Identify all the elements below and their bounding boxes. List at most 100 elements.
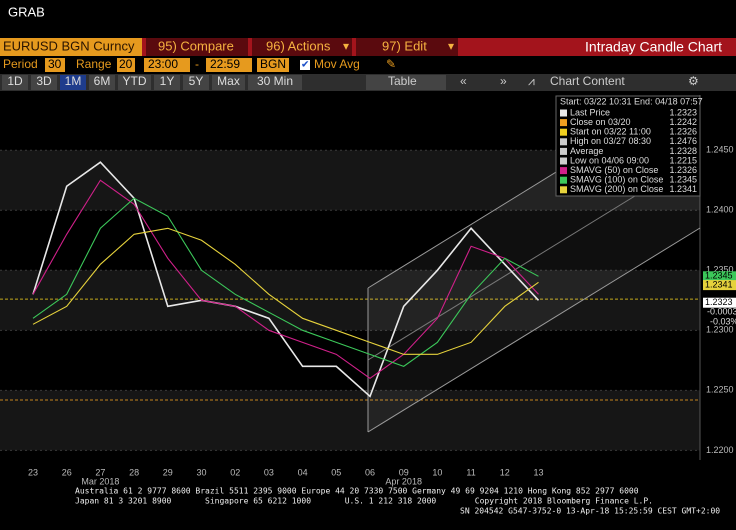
month-label: Mar 2018 [81,476,119,486]
tab[interactable]: 3D [36,74,52,88]
start-time-box[interactable] [144,58,190,72]
band [0,270,700,331]
range-label: Range [76,57,112,71]
edit-button[interactable] [356,38,458,56]
forward-arrows[interactable]: » [500,74,507,88]
range[interactable]: 20 [119,57,133,71]
edit[interactable]: 97) Edit [382,38,427,53]
y-tick-label: 1.2450 [706,145,734,155]
legend-label: SMAVG (100) on Close [570,175,663,185]
last-value-tag [703,280,736,291]
legend-label: Close on 03/20 [570,117,631,127]
legend-value: 1.2328 [669,146,697,156]
legend-label: Low on 04/06 09:00 [570,155,649,165]
tab-button[interactable] [212,75,245,90]
source-box[interactable] [257,58,289,72]
settings-icon[interactable]: ⚙ [688,74,699,88]
legend-value: 1.2476 [669,136,697,146]
range-box[interactable] [117,58,135,72]
last-value: 1.2341 [705,279,733,289]
tab-button[interactable] [154,75,180,90]
x-tick-label: 02 [230,467,240,477]
dash: - [195,57,199,71]
footer-line: Australia 61 2 9777 8600 Brazil 5511 239… [75,487,639,496]
tab-button[interactable] [118,75,151,90]
x-tick-label: 06 [365,467,375,477]
last-value-tag [703,271,736,282]
tab[interactable]: 6M [94,74,111,88]
check: ✔ [301,60,309,71]
footer-line: Japan 81 3 3201 8900 Singapore 65 6212 1… [75,497,653,506]
table[interactable]: Table [388,74,417,88]
tab[interactable]: 1M [65,74,82,88]
ticker[interactable]: EURUSD BGN Curncy [3,38,135,53]
series-line [32,161,540,398]
actions-button[interactable] [252,38,352,56]
dropdown-arrow: ▾ [343,39,349,53]
legend-swatch [560,176,567,184]
tab[interactable]: 1Y [160,74,175,88]
legend-box [555,95,701,197]
compare-button[interactable] [146,38,248,56]
x-tick-label: 11 [466,467,475,477]
axes: 1.2200 1.2250 1.2300 1.2350 1.2400 1.2450 23 26… [28,145,736,486]
chart-icon: ⩘ [528,74,535,88]
tab-button[interactable] [89,75,115,90]
series-line [32,227,539,355]
tab[interactable]: Max [217,74,240,88]
series-line [32,197,539,367]
change: -0.0003 [707,306,736,316]
mov-avg[interactable]: Mov Avg [314,57,360,71]
legend-label: High on 03/27 08:30 [570,136,651,146]
mov-avg-checkbox[interactable] [300,60,310,70]
legend: Start: 03/22 10:31 End: 04/18 07:57Last … [560,96,703,194]
tabs: 1D 3D 1M 6M YTD 1Y 5Y Max 30 Min [2,74,302,90]
legend-value: 1.2323 [669,107,697,117]
tab-button[interactable] [31,75,57,90]
x-tick-label: 29 [163,467,173,477]
x-tick-label: 12 [500,467,510,477]
back-arrows[interactable]: « [460,74,467,88]
actions[interactable]: 96) Actions [266,38,331,53]
legend-swatch [560,128,567,136]
period-box[interactable] [45,58,65,72]
tab-button[interactable] [183,75,209,90]
period[interactable]: 30 [48,57,62,71]
tab[interactable]: 30 Min [257,74,293,88]
band [0,390,700,451]
footer-line: SN 204542 G547-3752-0 13-Apr-18 15:25:59… [460,507,720,516]
legend-value: 1.2215 [669,155,697,165]
end-time[interactable]: 22:59 [210,57,240,71]
series-line [32,179,539,380]
compare[interactable]: 95) Compare [158,38,234,53]
channel-fill [368,120,700,432]
tab-button[interactable] [2,75,28,90]
x-tick-label: 09 [399,467,409,477]
legend-label: Average [570,146,603,156]
y-tick-label: 1.2350 [706,265,734,275]
legend-value: 1.2326 [669,165,697,175]
x-tick-label: 23 [28,467,38,477]
ticker-box[interactable] [0,38,142,56]
tab[interactable]: 5Y [189,74,204,88]
period-label: Period [3,57,38,71]
tab[interactable]: YTD [123,74,147,88]
table-button[interactable] [366,75,446,90]
pencil-icon[interactable]: ✎ [386,57,396,71]
legend-swatch [560,186,567,194]
chart-content[interactable]: Chart Content [550,74,625,88]
end-time-box[interactable] [206,58,252,72]
source[interactable]: BGN [260,57,286,71]
legend-swatch [560,119,567,127]
tab[interactable]: 1D [7,74,23,88]
legend-swatch [560,109,567,117]
legend-swatch [560,147,567,155]
tab-button[interactable] [248,75,302,90]
last-value: 1.2345 [705,271,733,281]
y-tick-label: 1.2200 [706,445,734,455]
legend-swatch [560,167,567,175]
start-time[interactable]: 23:00 [148,57,178,71]
tab-button[interactable] [60,75,86,90]
x-tick-label: 13 [533,467,543,477]
